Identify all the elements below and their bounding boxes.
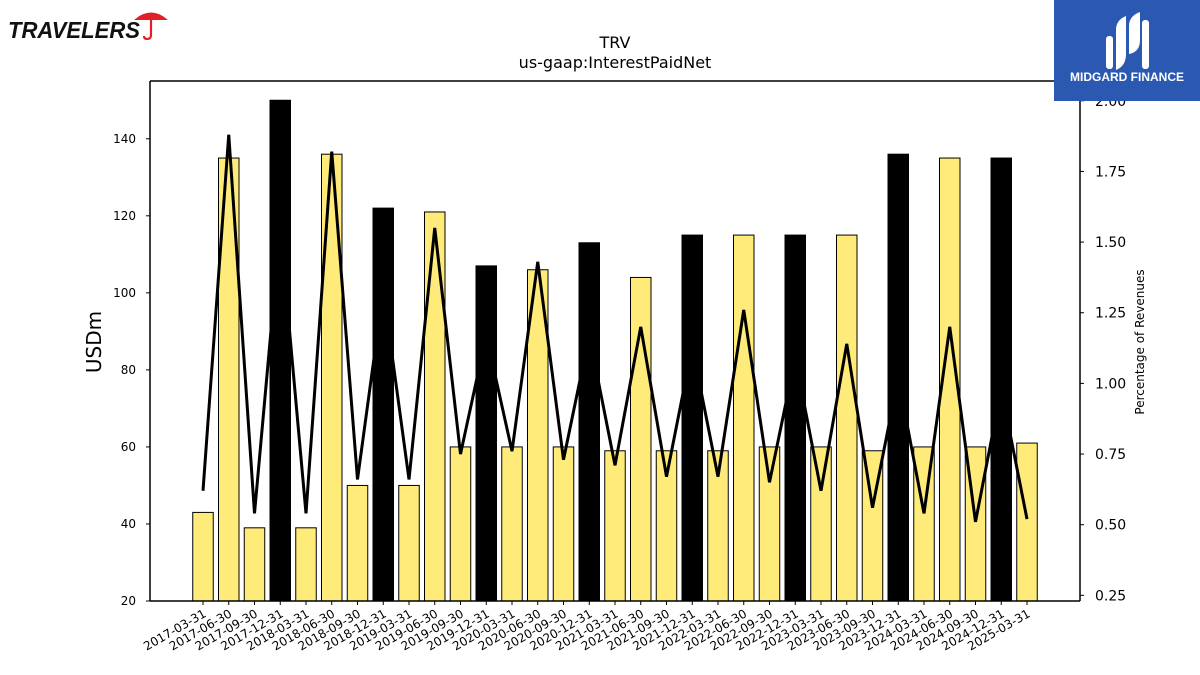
y2-tick-label: 1.25 (1095, 306, 1126, 322)
bar (836, 234, 858, 602)
svg-text:MIDGARD FINANCE: MIDGARD FINANCE (1070, 70, 1184, 84)
y-tick-label: 120 (113, 209, 136, 223)
bar (681, 234, 703, 602)
svg-text:TRAVELERS: TRAVELERS (8, 17, 141, 43)
bar (192, 511, 214, 602)
y2-tick-label: 0.50 (1095, 518, 1126, 534)
bar (578, 242, 600, 602)
bar (398, 484, 420, 602)
bar (321, 153, 343, 602)
bar (501, 446, 523, 602)
y-tick-label: 140 (113, 132, 136, 146)
bar (449, 446, 472, 602)
bar (784, 234, 806, 602)
bar (475, 265, 497, 602)
midgard-finance-logo: MIDGARD FINANCE (1054, 0, 1200, 101)
y2-tick-label: 0.25 (1095, 588, 1126, 604)
y2-tick-label: 1.50 (1095, 235, 1126, 251)
bar (758, 446, 781, 602)
y-tick-label: 80 (121, 363, 136, 377)
chart-title: TRV (599, 33, 631, 52)
bar (604, 450, 626, 602)
y-tick-label: 20 (121, 594, 136, 608)
bar (295, 527, 317, 602)
y2-tick-label: 1.75 (1095, 164, 1126, 180)
bar (552, 446, 575, 602)
y-tick-label: 40 (121, 517, 136, 531)
bar (1016, 442, 1038, 602)
y2-tick-label: 0.75 (1095, 447, 1126, 463)
chart-subtitle: us-gaap:InterestPaidNet (519, 53, 712, 72)
y-tick-label: 100 (113, 286, 136, 300)
bar (990, 157, 1012, 602)
y-tick-label: 60 (121, 440, 136, 454)
y2-tick-label: 1.00 (1095, 376, 1126, 392)
bar (243, 527, 266, 602)
bar (424, 211, 446, 602)
bar (372, 207, 394, 602)
y-axis-label: USDm (82, 311, 106, 373)
bar (346, 484, 369, 602)
bar (269, 99, 291, 602)
bar (630, 276, 652, 602)
bar (810, 446, 832, 602)
bar (733, 234, 755, 602)
travelers-logo: TRAVELERS (8, 12, 168, 43)
y2-axis-label: Percentage of Revenues (1133, 269, 1147, 414)
